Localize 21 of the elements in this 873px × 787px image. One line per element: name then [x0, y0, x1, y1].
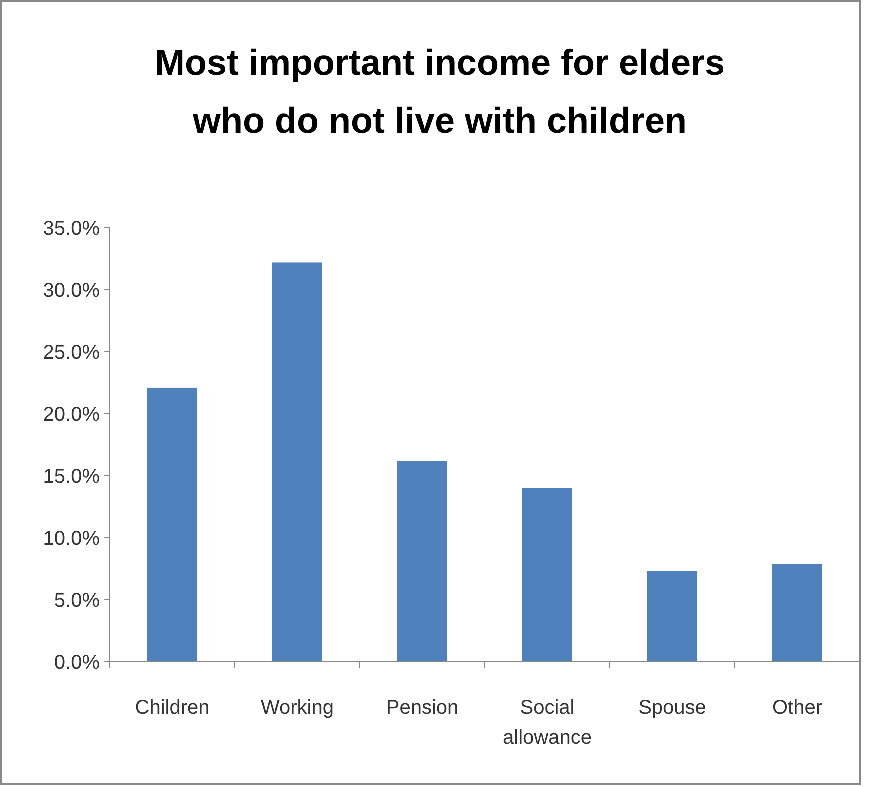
- bar: [648, 571, 698, 662]
- x-tick-label: Working: [261, 697, 334, 719]
- bar: [148, 388, 198, 662]
- y-tick-label: 35.0%: [43, 218, 100, 240]
- y-tick-label: 15.0%: [43, 466, 100, 488]
- y-tick-label: 30.0%: [43, 280, 100, 302]
- y-tick-label: 0.0%: [54, 652, 100, 674]
- y-tick-label: 5.0%: [54, 590, 100, 612]
- bar: [272, 262, 322, 662]
- y-tick-label: 10.0%: [43, 528, 100, 550]
- x-tick-label: Spouse: [638, 697, 706, 719]
- y-tick-label: 20.0%: [43, 404, 100, 426]
- x-tick-label: Pension: [386, 697, 459, 719]
- y-tick-label: 25.0%: [43, 342, 100, 364]
- x-tick-label: Children: [135, 697, 210, 719]
- x-tick-label: Other: [772, 697, 823, 719]
- bar: [772, 564, 822, 662]
- bar: [522, 488, 572, 662]
- bar: [398, 461, 448, 662]
- chart-title: Most important income for elders who do not live with children: [154, 42, 726, 141]
- x-tick-label: Social allowance: [503, 697, 592, 749]
